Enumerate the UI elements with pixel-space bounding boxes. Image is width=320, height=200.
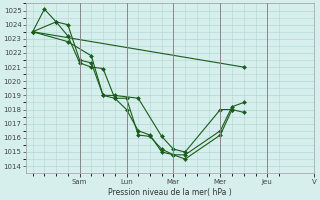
- X-axis label: Pression niveau de la mer( hPa ): Pression niveau de la mer( hPa ): [108, 188, 232, 197]
